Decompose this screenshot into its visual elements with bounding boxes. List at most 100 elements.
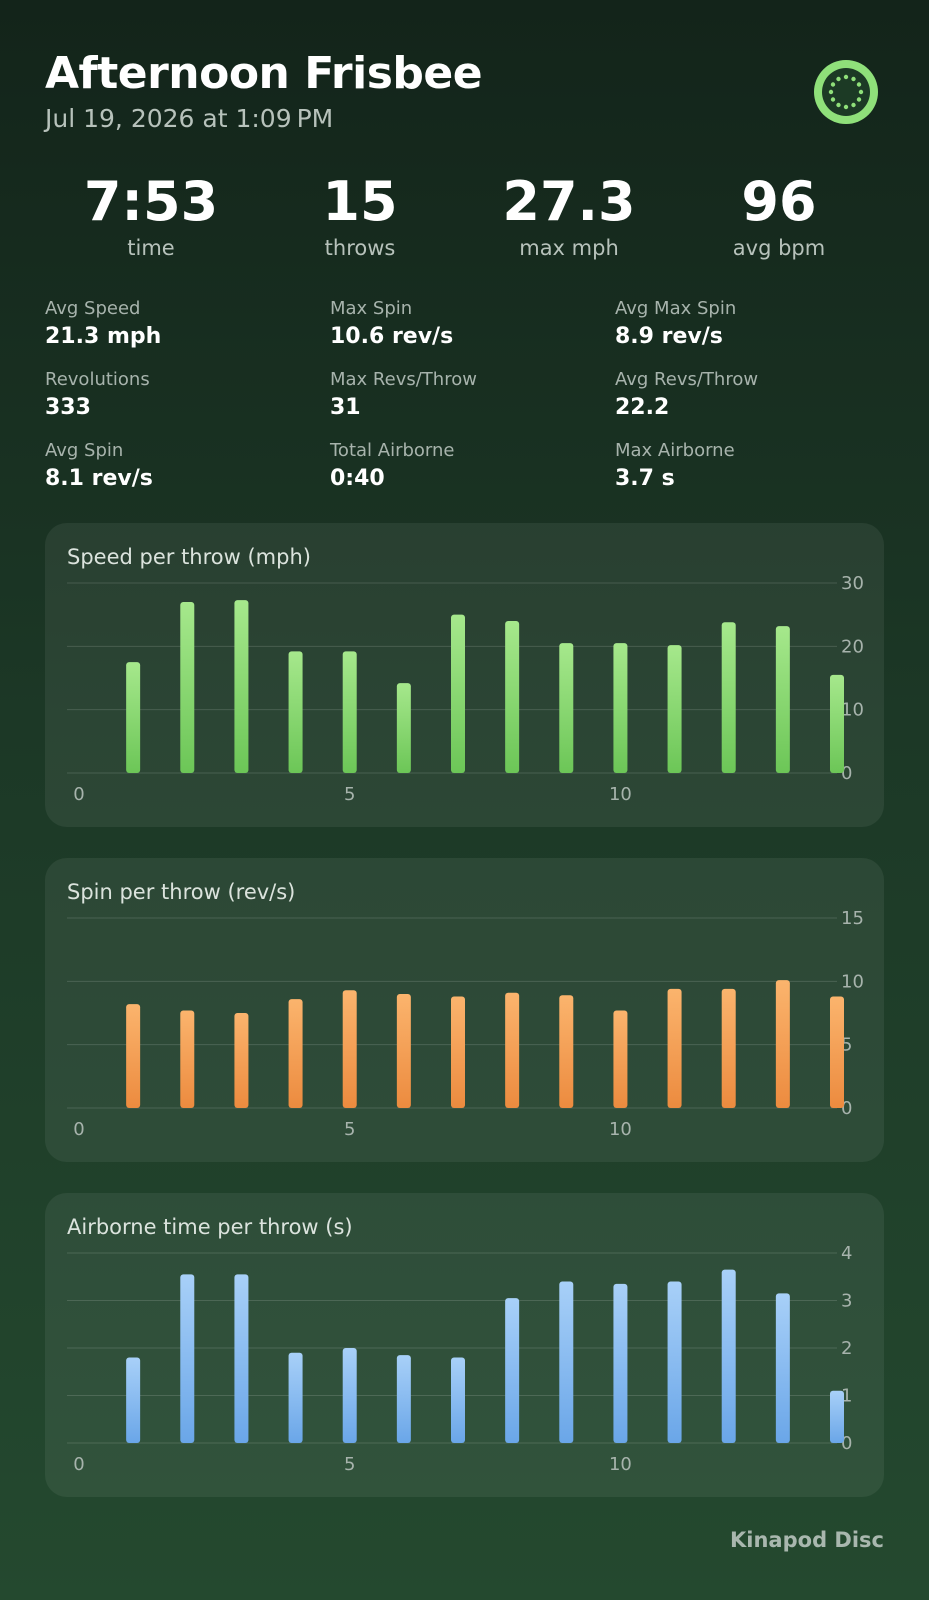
y-tick-label: 4 bbox=[841, 1243, 852, 1264]
chart-bar bbox=[613, 1283, 628, 1443]
chart-bar bbox=[234, 1013, 249, 1108]
chart-bar bbox=[505, 1298, 520, 1443]
y-tick-label: 5 bbox=[841, 1035, 852, 1056]
header: Afternoon Frisbee Jul 19, 2026 at 1:09 P… bbox=[45, 48, 483, 133]
chart-bar bbox=[396, 1355, 411, 1443]
detail-stat-max-revs-throw: Max Revs/Throw 31 bbox=[330, 369, 600, 423]
detail-stat-value: 0:40 bbox=[330, 466, 385, 491]
chart-bar bbox=[775, 980, 790, 1108]
chart-bar bbox=[180, 1274, 195, 1443]
chart-bar bbox=[126, 1357, 141, 1443]
detail-stat-avg-spin: Avg Spin 8.1 rev/s bbox=[45, 440, 315, 494]
detail-stat-value: 8.9 rev/s bbox=[615, 324, 723, 349]
chart-bar bbox=[613, 643, 628, 773]
chart-bar bbox=[288, 1352, 303, 1443]
spin-chart: 0 5 10 15 0 5 10 bbox=[67, 908, 864, 1140]
x-tick-label: 5 bbox=[344, 1454, 355, 1475]
detail-stat-label: Total Airborne bbox=[330, 440, 455, 461]
y-tick-label: 10 bbox=[841, 971, 864, 992]
chart-bar bbox=[667, 1281, 682, 1443]
detail-stat-value: 21.3 mph bbox=[45, 324, 162, 349]
y-tick-label: 10 bbox=[841, 700, 864, 721]
stat-avg-bpm: 96 avg bpm bbox=[699, 170, 859, 260]
chart-bar bbox=[721, 1269, 736, 1443]
detail-stat-label: Avg Spin bbox=[45, 440, 124, 461]
detail-stat-avg-revs-throw: Avg Revs/Throw 22.2 bbox=[615, 369, 885, 423]
chart-title: Airborne time per throw (s) bbox=[67, 1215, 353, 1239]
detail-stat-label: Max Airborne bbox=[615, 440, 735, 461]
detail-stat-revolutions: Revolutions 333 bbox=[45, 369, 315, 423]
x-tick-label: 10 bbox=[609, 784, 632, 805]
chart-bar bbox=[830, 1390, 844, 1443]
chart-bar bbox=[830, 674, 844, 773]
stat-max-mph: 27.3 max mph bbox=[489, 170, 649, 260]
speed-chart-card: Speed per throw (mph) 0 10 20 30 0 5 10 bbox=[45, 523, 884, 827]
chart-bar bbox=[342, 1348, 357, 1443]
chart-bar bbox=[667, 645, 682, 773]
chart-bar bbox=[180, 1010, 195, 1108]
detail-stat-max-airborne: Max Airborne 3.7 s bbox=[615, 440, 885, 494]
stat-label: time bbox=[127, 236, 175, 260]
detail-stat-label: Avg Speed bbox=[45, 298, 141, 319]
x-tick-label: 5 bbox=[344, 784, 355, 805]
detail-stat-value: 10.6 rev/s bbox=[330, 324, 454, 349]
y-tick-label: 20 bbox=[841, 636, 864, 657]
chart-bar bbox=[505, 992, 520, 1108]
detail-stat-label: Max Revs/Throw bbox=[330, 369, 477, 390]
chart-bar bbox=[667, 988, 682, 1108]
chart-bar bbox=[775, 1293, 790, 1443]
stat-label: throws bbox=[324, 236, 396, 260]
y-tick-label: 0 bbox=[841, 1433, 852, 1454]
y-tick-label: 3 bbox=[841, 1291, 852, 1312]
detail-stat-total-airborne: Total Airborne 0:40 bbox=[330, 440, 600, 494]
x-tick-label: 0 bbox=[73, 1119, 84, 1140]
chart-bar bbox=[613, 1010, 628, 1108]
x-tick-label: 10 bbox=[609, 1454, 632, 1475]
chart-bar bbox=[234, 1274, 249, 1443]
detail-stat-value: 333 bbox=[45, 395, 91, 420]
chart-bar bbox=[721, 988, 736, 1108]
x-tick-label: 0 bbox=[73, 784, 84, 805]
stat-value: 7:53 bbox=[83, 170, 219, 233]
y-tick-label: 30 bbox=[841, 573, 864, 594]
y-tick-label: 0 bbox=[841, 1098, 852, 1119]
chart-bar bbox=[396, 994, 411, 1108]
chart-bar bbox=[126, 1004, 141, 1108]
stat-label: max mph bbox=[519, 236, 619, 260]
y-tick-label: 1 bbox=[841, 1386, 852, 1407]
detail-stat-label: Revolutions bbox=[45, 369, 150, 390]
detail-stat-value: 31 bbox=[330, 395, 361, 420]
chart-bar bbox=[559, 1281, 574, 1443]
chart-bar bbox=[830, 996, 844, 1108]
chart-title: Spin per throw (rev/s) bbox=[67, 880, 296, 904]
page-title: Afternoon Frisbee bbox=[45, 48, 483, 99]
chart-bar bbox=[234, 600, 249, 773]
activity-ring-icon[interactable] bbox=[814, 60, 878, 124]
detail-stat-max-spin: Max Spin 10.6 rev/s bbox=[330, 298, 600, 352]
stat-label: avg bpm bbox=[732, 236, 826, 260]
brand-label: Kinapod Disc bbox=[730, 1528, 884, 1552]
chart-bar bbox=[721, 622, 736, 773]
chart-title: Speed per throw (mph) bbox=[67, 545, 311, 569]
stat-value: 96 bbox=[741, 170, 817, 233]
chart-bar bbox=[559, 995, 574, 1108]
airborne-chart: 0 1 2 3 4 0 5 10 bbox=[67, 1243, 852, 1475]
y-tick-label: 2 bbox=[841, 1338, 852, 1359]
workout-date: Jul 19, 2026 at 1:09 PM bbox=[45, 104, 334, 133]
detail-stat-label: Avg Revs/Throw bbox=[615, 369, 759, 390]
x-tick-label: 5 bbox=[344, 1119, 355, 1140]
y-tick-label: 15 bbox=[841, 908, 864, 929]
stat-value: 15 bbox=[322, 170, 398, 233]
stat-value: 27.3 bbox=[502, 170, 636, 233]
detail-stat-avg-max-spin: Avg Max Spin 8.9 rev/s bbox=[615, 298, 885, 352]
stat-throws: 15 throws bbox=[280, 170, 440, 260]
chart-bar bbox=[451, 996, 465, 1108]
chart-bar bbox=[342, 651, 357, 773]
detail-stat-value: 22.2 bbox=[615, 395, 670, 420]
chart-bar bbox=[126, 662, 141, 773]
detail-stat-value: 3.7 s bbox=[615, 466, 675, 491]
detail-stat-label: Max Spin bbox=[330, 298, 413, 319]
speed-chart: 0 10 20 30 0 5 10 bbox=[67, 573, 864, 805]
chart-bar bbox=[451, 1357, 465, 1443]
airborne-chart-card: Airborne time per throw (s) 0 1 2 3 4 0 5 10 bbox=[45, 1193, 884, 1497]
